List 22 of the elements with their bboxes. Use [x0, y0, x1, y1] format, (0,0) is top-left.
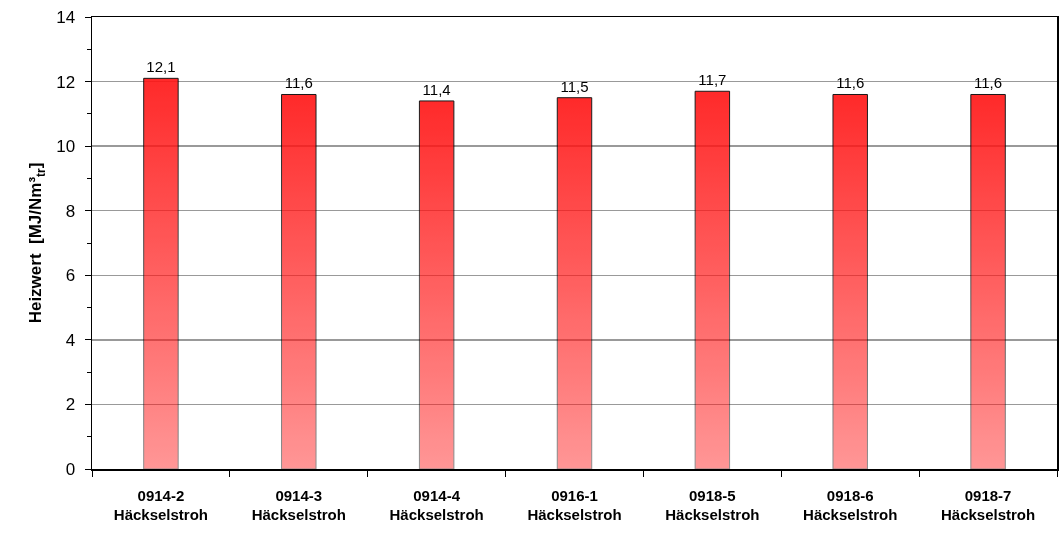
- x-tick-label: 0914-2 Häckselstroh: [113, 486, 209, 523]
- x-tick-label: 0914-4 Häckselstroh: [389, 486, 484, 523]
- y-tick-label: 10: [56, 137, 76, 157]
- data-label: 11,4: [422, 80, 451, 98]
- data-label: 12,1: [146, 58, 176, 76]
- y-tick-label: 8: [65, 201, 76, 221]
- y-tick-label: 14: [56, 7, 76, 27]
- y-tick-label: 2: [65, 395, 76, 415]
- y-tick-label: 6: [65, 266, 76, 286]
- data-label: 11,6: [836, 74, 865, 92]
- x-tick-label: 0918-5 Häckselstroh: [665, 486, 760, 523]
- x-tick-label: 0918-7 Häckselstroh: [940, 486, 1036, 523]
- y-tick-label: 12: [56, 72, 76, 92]
- x-tick-label: 0916-1 Häckselstroh: [527, 486, 622, 523]
- x-tick-label: 0918-6 Häckselstroh: [803, 486, 898, 523]
- data-label: 11,5: [560, 77, 589, 95]
- x-tick-label: 0914-3 Häckselstroh: [251, 486, 346, 523]
- data-label: 11,7: [698, 71, 727, 89]
- data-label: 11,6: [284, 74, 313, 92]
- y-tick-label: 0: [65, 459, 76, 479]
- y-tick-label: 4: [65, 330, 76, 350]
- data-label: 11,6: [974, 74, 1003, 92]
